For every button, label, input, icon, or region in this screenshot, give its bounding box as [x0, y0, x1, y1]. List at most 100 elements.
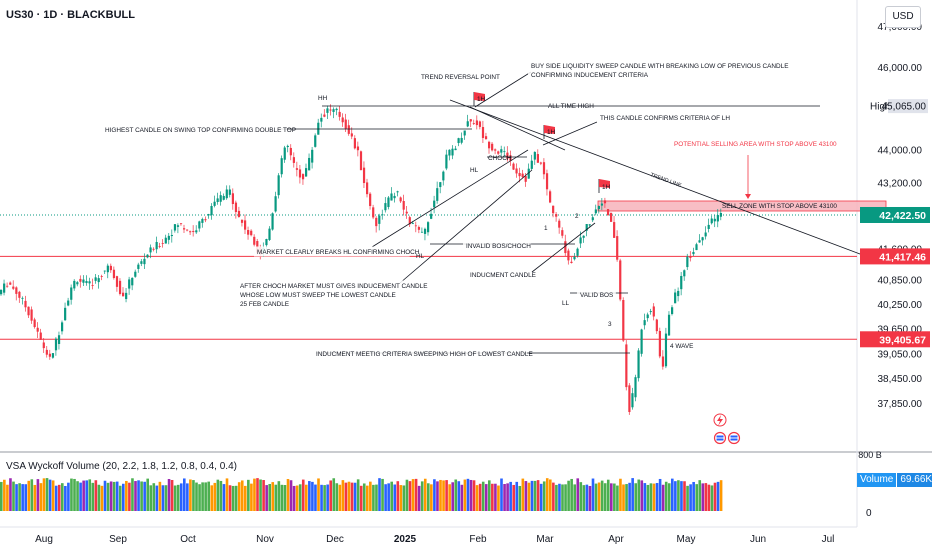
volume-bar — [573, 484, 576, 511]
time-axis-label: Nov — [256, 534, 274, 545]
candle-body — [478, 121, 482, 127]
volume-bar — [256, 478, 259, 511]
candle-body — [231, 193, 234, 205]
volume-bar — [497, 485, 500, 511]
annotation-label: HL — [470, 167, 479, 174]
candle-body — [128, 279, 131, 289]
candle-body — [15, 287, 18, 294]
volume-bar — [118, 485, 122, 511]
candle-body — [527, 168, 530, 179]
volume-bar — [231, 485, 235, 511]
candle-body — [323, 114, 326, 117]
volume-bar — [146, 478, 149, 511]
candle-body — [67, 300, 70, 306]
volume-bar — [350, 482, 354, 511]
volume-bar — [533, 480, 537, 511]
candle-body — [454, 148, 457, 151]
annotation-bg — [467, 269, 532, 280]
volume-bar — [619, 478, 622, 511]
candle-body — [719, 212, 722, 217]
candle-body — [308, 157, 311, 171]
volume-bar — [545, 478, 549, 511]
candle-body — [155, 241, 158, 250]
candle-body — [430, 213, 433, 219]
annotation-text: AFTER CHOCH MARKET MUST GIVES INDUCEMENT… — [240, 283, 427, 290]
candle-body — [521, 173, 524, 178]
volume-bar — [131, 478, 134, 511]
candle-body — [143, 258, 146, 265]
price-label-value: 39,405.67 — [879, 334, 926, 346]
volume-bar — [57, 484, 61, 511]
volume-badge-label: Volume — [857, 473, 897, 487]
volume-bar — [716, 481, 720, 511]
high-value-box — [888, 99, 928, 114]
sell-zone-box[interactable] — [597, 200, 887, 212]
volume-bar — [143, 481, 146, 511]
candle-body — [18, 291, 21, 298]
annotation-bg — [313, 348, 528, 359]
volume-bar — [649, 483, 653, 511]
time-axis-label: Apr — [608, 534, 624, 545]
volume-bar — [692, 481, 695, 511]
volume-bar — [61, 483, 64, 511]
volume-bar — [222, 484, 226, 511]
volume-bar — [73, 478, 76, 511]
annotation-label: TREND REVERSAL POINT — [421, 74, 500, 81]
volume-bar — [643, 483, 647, 511]
candle-body — [12, 286, 15, 289]
candle-body — [503, 151, 506, 153]
candle-body — [350, 133, 353, 137]
candle-body — [250, 230, 253, 236]
annotation-bg — [597, 112, 731, 123]
time-axis-label: Jul — [822, 534, 835, 545]
candle-body — [137, 264, 140, 269]
candle-body — [39, 332, 42, 340]
candle-body — [329, 109, 332, 111]
candle-body — [448, 149, 451, 156]
candle-body — [301, 174, 305, 180]
volume-bar — [561, 484, 564, 511]
candle-body — [671, 307, 674, 315]
volume-bar — [594, 483, 598, 511]
candle-body — [118, 280, 122, 294]
volume-bar — [91, 482, 95, 511]
candle-body — [61, 322, 64, 332]
volume-bar — [277, 481, 281, 511]
candle-body — [677, 290, 680, 297]
candle-body — [558, 220, 561, 228]
currency-button[interactable]: USD — [885, 6, 921, 28]
inducment-candle-pointer — [531, 222, 596, 273]
candle-body — [539, 162, 543, 164]
candle-body — [109, 265, 112, 271]
volume-bar — [509, 481, 512, 511]
volume-bar — [399, 485, 403, 511]
volume-bar — [637, 479, 641, 511]
volume-bar — [24, 484, 27, 511]
volume-bar — [664, 481, 668, 511]
candle-body — [326, 108, 329, 113]
candle-body — [362, 167, 366, 184]
volume-bar — [295, 485, 299, 511]
volume-bar — [430, 484, 433, 511]
volume-bar — [570, 478, 573, 511]
volume-bar — [466, 478, 470, 511]
candle-body — [686, 256, 689, 268]
annotation-bg — [528, 69, 644, 80]
annotation-label: SELL ZONE WITH STOP ABOVE 43100 — [722, 203, 837, 210]
volume-bar — [667, 483, 671, 511]
candle-body — [176, 225, 180, 227]
candle-body — [494, 149, 497, 151]
candle-body — [640, 329, 643, 354]
candle-body — [9, 282, 12, 285]
candle-body — [545, 173, 549, 190]
candle-body — [460, 137, 463, 143]
volume-bar — [539, 483, 543, 511]
candle-body — [667, 314, 671, 336]
candle-body — [405, 211, 408, 214]
volume-bar — [549, 479, 552, 511]
candle-body — [240, 219, 244, 223]
volume-bar — [616, 485, 619, 511]
time-axis-label: Sep — [109, 534, 127, 545]
volume-bar — [576, 478, 580, 511]
